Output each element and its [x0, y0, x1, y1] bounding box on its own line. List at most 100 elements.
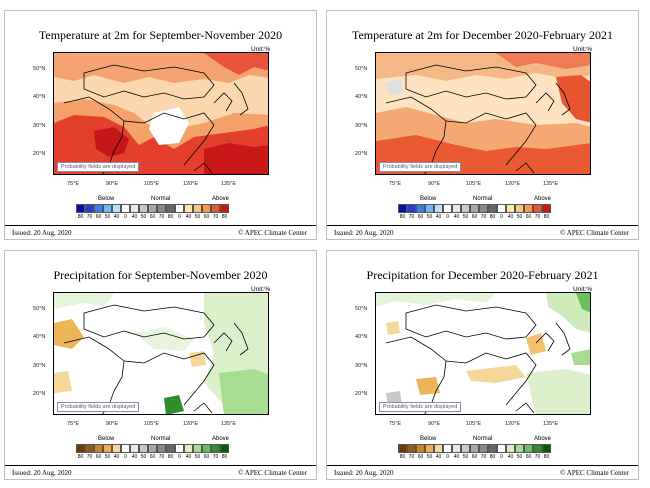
legend-tick: 40: [507, 214, 514, 220]
lon-label: 105°E: [466, 421, 482, 427]
legend-swatch: [524, 444, 533, 453]
legend-tick: 80: [399, 454, 406, 460]
legend-tick: 60: [417, 214, 424, 220]
legend-tick: 70: [86, 454, 93, 460]
legend-tick: 50: [462, 214, 469, 220]
legend-tick: 40: [113, 454, 120, 460]
legend-swatch: [166, 444, 175, 453]
legend-swatch: [121, 204, 130, 213]
legend-swatch: [416, 444, 425, 453]
legend-tick: 80: [77, 214, 84, 220]
legend-tick: 0: [124, 214, 127, 220]
apec-credit: © APEC Climate Center: [238, 229, 307, 237]
lat-label: 20°N: [355, 391, 368, 397]
category-below: Below: [420, 196, 437, 202]
legend-tick: 70: [212, 454, 219, 460]
legend-tick: 40: [453, 454, 460, 460]
legend-swatch: [533, 204, 542, 213]
forecast-map[interactable]: Probability fields are displayed: [375, 292, 591, 415]
divider: [327, 465, 638, 466]
legend-tick: 60: [203, 454, 210, 460]
lon-label: 120°E: [505, 421, 521, 427]
legend-tick: 40: [131, 454, 138, 460]
legend-swatch: [112, 204, 121, 213]
legend-swatch: [443, 204, 452, 213]
legend-scale: 80 70 60 50 40 0 40 50 60 70 80 0 40 50 60 70 80: [76, 214, 229, 220]
legend-tick: 60: [203, 214, 210, 220]
divider: [327, 225, 638, 226]
lat-label: 50°N: [33, 66, 46, 72]
lat-label: 20°N: [355, 151, 368, 157]
legend-swatch: [220, 204, 229, 213]
legend-tick: 0: [178, 214, 181, 220]
forecast-map[interactable]: Probability fields are displayed: [53, 292, 269, 415]
map-region-above-60: [496, 53, 590, 69]
lat-label: 50°N: [33, 306, 46, 312]
legend-swatch: [497, 444, 506, 453]
legend-tick: 60: [525, 214, 532, 220]
probability-note: Probability fields are displayed: [57, 162, 140, 172]
legend-colorbar: [76, 444, 229, 453]
legend-tick: 80: [167, 214, 174, 220]
lon-label: 120°E: [505, 181, 521, 187]
legend-tick: 40: [507, 454, 514, 460]
legend-swatch: [533, 444, 542, 453]
map-region-above-40: [376, 293, 496, 307]
lon-label: 75°E: [67, 421, 79, 427]
map-region-above-40: [54, 293, 114, 309]
legend-swatch: [479, 204, 488, 213]
legend-tick: 70: [534, 214, 541, 220]
map-graphic: [376, 293, 590, 414]
issued-date: Issued: 20 Aug, 2020: [12, 469, 72, 477]
legend-tick: 40: [131, 214, 138, 220]
panel-title: Precipitation for December 2020-February…: [366, 268, 599, 282]
map-graphic: [54, 293, 268, 414]
category-normal: Normal: [151, 436, 171, 442]
legend-tick: 50: [426, 214, 433, 220]
panel-title: Precipitation for September-November 202…: [53, 268, 268, 282]
map-region-below-40: [386, 321, 400, 335]
map-region-above-80: [94, 127, 129, 157]
legend-tick: 50: [516, 454, 523, 460]
legend-swatch: [103, 204, 112, 213]
legend-tick: 70: [408, 454, 415, 460]
forecast-map[interactable]: Probability fields are displayed: [53, 52, 269, 175]
legend-tick: 0: [124, 454, 127, 460]
legend-tick: 80: [489, 214, 496, 220]
divider: [5, 225, 316, 226]
legend-tick: 60: [149, 454, 156, 460]
legend-swatch: [542, 444, 551, 453]
map-region-above-80: [204, 143, 268, 174]
unit-label: Unit:%: [251, 286, 271, 293]
legend-tick: 60: [471, 214, 478, 220]
lat-label: 20°N: [33, 391, 46, 397]
legend-swatch: [470, 444, 479, 453]
legend-tick: 50: [104, 454, 111, 460]
lon-label: 75°E: [389, 421, 401, 427]
legend-swatch: [452, 444, 461, 453]
category-below: Below: [98, 196, 115, 202]
legend-swatch: [157, 444, 166, 453]
legend-swatch: [506, 204, 515, 213]
legend-tick: 80: [489, 454, 496, 460]
lon-label: 105°E: [144, 181, 160, 187]
legend-tick: 70: [158, 214, 165, 220]
legend-tick: 80: [543, 454, 550, 460]
legend-swatch: [184, 204, 193, 213]
legend-swatch: [542, 204, 551, 213]
lat-label: 40°N: [33, 334, 46, 340]
legend-swatch: [416, 204, 425, 213]
legend-tick: 50: [140, 214, 147, 220]
lat-label: 30°N: [355, 363, 368, 369]
legend-tick: 80: [221, 454, 228, 460]
lon-label: 90°E: [428, 421, 440, 427]
lon-label: 105°E: [144, 421, 160, 427]
category-above: Above: [212, 196, 230, 202]
legend-swatch: [425, 444, 434, 453]
legend-tick: 40: [435, 454, 442, 460]
legend-colorbar: [76, 204, 229, 213]
lat-label: 40°N: [355, 94, 368, 100]
lat-label: 40°N: [33, 94, 46, 100]
probability-note: Probability fields are displayed: [57, 402, 140, 412]
forecast-map[interactable]: Probability fields are displayed: [375, 52, 591, 175]
